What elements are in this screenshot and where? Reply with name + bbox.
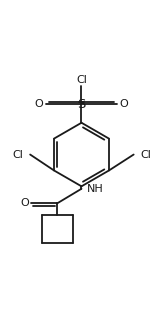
Text: Cl: Cl xyxy=(13,149,23,160)
Text: NH: NH xyxy=(87,184,104,194)
Text: Cl: Cl xyxy=(76,75,87,85)
Text: Cl: Cl xyxy=(141,149,151,160)
Text: O: O xyxy=(119,99,128,109)
Text: S: S xyxy=(77,97,86,111)
Text: O: O xyxy=(20,198,29,208)
Text: O: O xyxy=(35,99,44,109)
